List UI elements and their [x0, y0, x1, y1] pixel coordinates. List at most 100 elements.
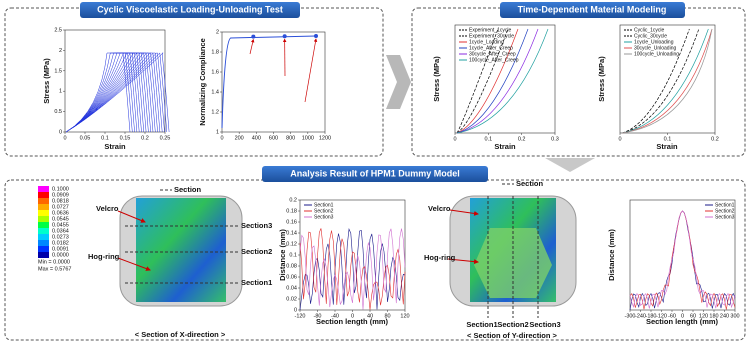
plot-frame: [222, 32, 325, 132]
arrow: [545, 158, 595, 172]
x-tick-label: -120: [656, 313, 667, 319]
label: Section: [174, 185, 202, 194]
y-axis-label: Stress (MPa): [597, 56, 606, 102]
x-tick-label: 0.1: [101, 135, 109, 141]
panel-title: Time-Dependent Material Modeling: [518, 4, 667, 14]
y-tick-label: 0.02: [286, 296, 297, 302]
x-tick-label: 0: [453, 136, 456, 142]
x-tick-label: 0.1: [664, 136, 672, 142]
y-tick-label: 1.4: [211, 89, 219, 95]
x-tick-label: 0.05: [80, 135, 91, 141]
label: Velcro: [96, 204, 119, 213]
y-tick-label: 0.04: [286, 285, 297, 291]
legend-label: 100cycle_After_Creep: [469, 57, 519, 63]
x-tick-label: 0.2: [711, 136, 719, 142]
colorbar-band: [38, 228, 49, 234]
label: Hog-ring: [88, 252, 120, 261]
y-tick-label: 1.8: [211, 49, 219, 55]
x-tick-label: -120: [294, 313, 305, 319]
colorbar-label: 0.0000: [52, 252, 69, 258]
y-tick-label: 0.08: [286, 263, 297, 269]
x-tick-label: 0.1: [485, 136, 493, 142]
y-tick-label: 1.5: [54, 68, 62, 74]
data-point: [314, 34, 318, 38]
colorbar-band: [38, 246, 49, 252]
colorbar-band: [38, 210, 49, 216]
y-tick-label: 2: [216, 29, 219, 35]
label: Section1: [241, 278, 272, 287]
x-tick-label: 80: [384, 313, 390, 319]
x-tick-label: 0.15: [120, 135, 131, 141]
x-tick-label: 180: [709, 313, 718, 319]
y-tick-label: 1.2: [211, 109, 219, 115]
y-axis-label: Normalizing Compliance: [198, 38, 207, 126]
y-tick-label: 0.12: [286, 241, 297, 247]
arrow: [386, 55, 411, 109]
x-tick-label: 0: [220, 135, 223, 141]
legend-label: Section3: [314, 214, 334, 220]
label: Hog-ring: [424, 253, 456, 262]
figure: Cyclic Viscoelastic Loading-Unloading Te…: [0, 0, 749, 343]
x-tick-label: 0.2: [518, 136, 526, 142]
y-axis-label: Distance (mm): [278, 229, 287, 281]
y-tick-label: 0: [59, 129, 62, 135]
caption: < Section of X-direction >: [135, 330, 226, 339]
panel-title: Cyclic Viscoelastic Loading-Unloading Te…: [97, 4, 283, 14]
y-tick-label: 0.5: [54, 109, 62, 115]
y-tick-label: 2: [59, 48, 62, 54]
caption: < Section of Y-direction >: [467, 331, 558, 340]
x-tick-label: -80: [314, 313, 322, 319]
y-tick-label: 0.2: [289, 197, 297, 203]
y-axis-label: Stress (MPa): [432, 56, 441, 102]
x-tick-label: 300: [730, 313, 739, 319]
x-tick-label: 0.2: [141, 135, 149, 141]
colorbar-band: [38, 186, 49, 192]
plot-frame: [65, 30, 165, 132]
colorbar-band: [38, 204, 49, 210]
y-tick-label: 0.06: [286, 274, 297, 280]
x-axis-label: Strain: [104, 142, 126, 151]
x-tick-label: -180: [645, 313, 656, 319]
x-tick-label: 0: [63, 135, 66, 141]
x-tick-label: 600: [269, 135, 278, 141]
x-tick-label: -300: [624, 313, 635, 319]
colorbar-band: [38, 222, 49, 228]
x-tick-label: 1200: [319, 135, 331, 141]
x-tick-label: 1000: [302, 135, 314, 141]
label: Section2: [497, 320, 528, 329]
max-label: Max = 0.5767: [38, 266, 71, 272]
x-tick-label: 60: [690, 313, 696, 319]
x-tick-label: 120: [400, 313, 409, 319]
min-label: Min = 0.0000: [38, 259, 70, 265]
colorbar-band: [38, 192, 49, 198]
x-tick-label: 0: [351, 313, 354, 319]
x-tick-label: 0.25: [160, 135, 171, 141]
x-tick-label: 800: [286, 135, 295, 141]
x-tick-label: 240: [720, 313, 729, 319]
panel-title: Analysis Result of HPM1 Dummy Model: [290, 168, 460, 178]
label: Section3: [529, 320, 560, 329]
y-tick-label: 2.5: [54, 27, 62, 33]
x-tick-label: 0.3: [551, 136, 559, 142]
y-tick-label: 0.1: [289, 252, 297, 258]
label: Section2: [241, 247, 272, 256]
colorbar-band: [38, 198, 49, 204]
data-point: [283, 34, 287, 38]
y-tick-label: 1: [216, 129, 219, 135]
label: Section3: [241, 221, 272, 230]
y-tick-label: 1.6: [211, 69, 219, 75]
y-tick-label: 0: [294, 307, 297, 313]
legend-label: Section3: [715, 214, 735, 220]
y-tick-label: 0.18: [286, 208, 297, 214]
y-tick-label: 1: [59, 89, 62, 95]
x-tick-label: 0: [681, 313, 684, 319]
x-axis-label: Strain: [494, 142, 516, 151]
y-tick-label: 0.14: [286, 230, 297, 236]
x-axis-label: Strain: [656, 142, 678, 151]
x-tick-label: 0: [618, 136, 621, 142]
y-tick-label: 0.16: [286, 219, 297, 225]
data-point: [251, 35, 255, 39]
x-tick-label: -40: [331, 313, 339, 319]
label: Section1: [466, 320, 497, 329]
x-tick-label: -60: [668, 313, 676, 319]
